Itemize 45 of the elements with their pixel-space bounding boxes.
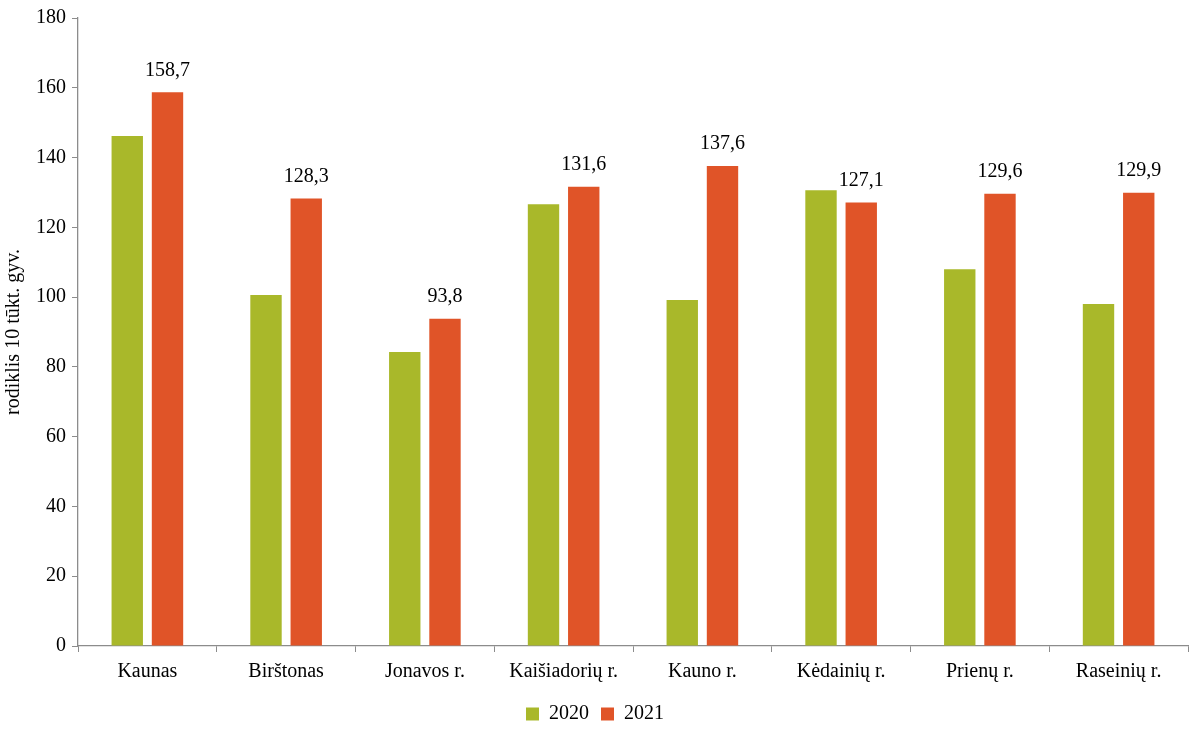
data-label: 93,8 (427, 283, 463, 306)
bar (389, 351, 421, 646)
data-label: 129,6 (977, 159, 1023, 182)
x-tick-label: Raseinių r. (1075, 659, 1162, 683)
x-tick-label: Kėdainių r. (796, 659, 886, 683)
data-label: 158,7 (144, 57, 190, 80)
legend-label: 2021 (624, 701, 664, 724)
bar (1123, 192, 1155, 646)
y-tick-label: 180 (36, 5, 66, 28)
bar (568, 186, 600, 646)
y-tick-label: 140 (36, 144, 66, 167)
data-label: 128,3 (283, 163, 329, 186)
x-tick-label: Kaišiadorių r. (509, 659, 619, 683)
data-label: 131,6 (561, 152, 607, 175)
bar (805, 190, 837, 646)
legend-label: 2020 (549, 701, 589, 724)
bar (984, 193, 1016, 646)
y-tick-label: 120 (36, 214, 66, 237)
bar (944, 269, 976, 646)
x-tick-label: Prienų r. (945, 659, 1014, 683)
bar (706, 165, 739, 646)
data-label: 129,9 (1116, 158, 1162, 181)
x-tick-label: Kaunas (117, 659, 178, 682)
bar (845, 202, 877, 646)
y-tick-label: 160 (36, 75, 66, 98)
bar (527, 204, 560, 646)
bar (290, 198, 322, 646)
bar (250, 295, 282, 646)
y-axis-title: rodiklis 10 tūkt. gyv. (1, 249, 25, 415)
y-tick-label: 0 (56, 633, 66, 656)
y-tick-label: 100 (36, 284, 66, 307)
bar (1082, 304, 1115, 646)
y-tick-label: 80 (46, 354, 66, 377)
y-tick-label: 20 (46, 563, 66, 586)
y-tick-label: 60 (46, 423, 66, 446)
data-label: 127,1 (838, 167, 884, 190)
x-tick-label: Jonavos r. (384, 659, 465, 682)
bar (666, 299, 698, 646)
bar (429, 318, 461, 646)
y-tick-label: 40 (46, 493, 66, 516)
x-tick-label: Kauno r. (667, 659, 737, 682)
data-label: 137,6 (699, 131, 745, 154)
bar (151, 92, 184, 646)
bar (111, 135, 143, 646)
x-tick-label: Birštonas (248, 659, 325, 682)
